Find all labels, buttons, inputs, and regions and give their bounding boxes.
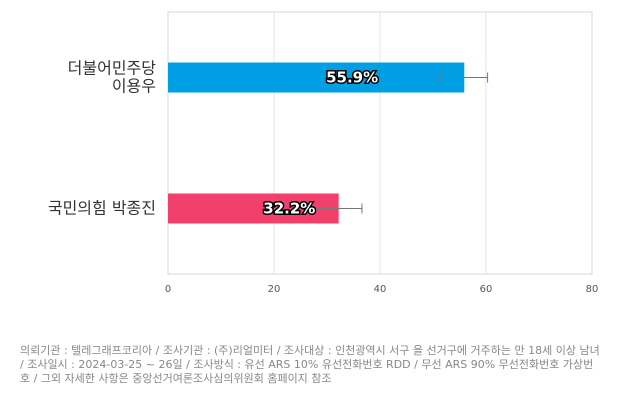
grid-lines (167, 12, 593, 274)
x-axis-ticks: 0 20 40 60 80 (165, 284, 599, 295)
bars-layer (168, 62, 465, 224)
x-tick-label-2: 40 (374, 284, 387, 295)
plot-frame (167, 11, 593, 275)
category-label-1-0: 국민의힘 박종진 (48, 199, 156, 218)
x-tick-label-0: 0 (165, 284, 171, 295)
x-tick-label-3: 60 (480, 284, 493, 295)
category-label-0-1: 이용우 (112, 77, 156, 96)
footnote: 의뢰기관 : 텔레그래프코리아 / 조사기관 : (주)리얼미터 / 조사대상 … (20, 344, 600, 385)
bar-1 (168, 193, 339, 224)
category-label-0-0: 더불어민주당 (68, 59, 157, 78)
labels-layer: 55.9% 32.2% (262, 67, 380, 219)
data-label-0: 55.9% (326, 69, 378, 87)
data-label-1: 32.2% (263, 200, 315, 218)
x-tick-label-4: 80 (586, 284, 599, 295)
error-bars-layer (314, 72, 489, 214)
x-tick-label-1: 20 (268, 284, 281, 295)
bar-0 (168, 62, 465, 93)
